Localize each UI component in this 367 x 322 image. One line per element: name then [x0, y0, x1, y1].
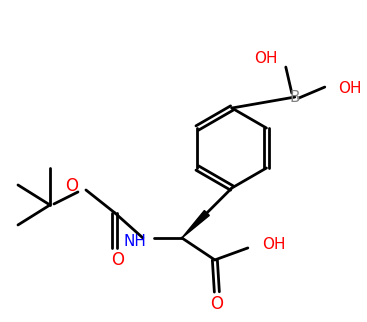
Text: OH: OH — [254, 51, 278, 66]
Text: OH: OH — [338, 80, 361, 96]
Text: O: O — [65, 177, 78, 195]
Text: O: O — [112, 251, 124, 269]
Text: OH: OH — [262, 237, 285, 252]
Text: B: B — [290, 90, 300, 105]
Text: NH: NH — [123, 234, 146, 250]
Text: O: O — [210, 295, 224, 313]
Polygon shape — [182, 211, 209, 238]
